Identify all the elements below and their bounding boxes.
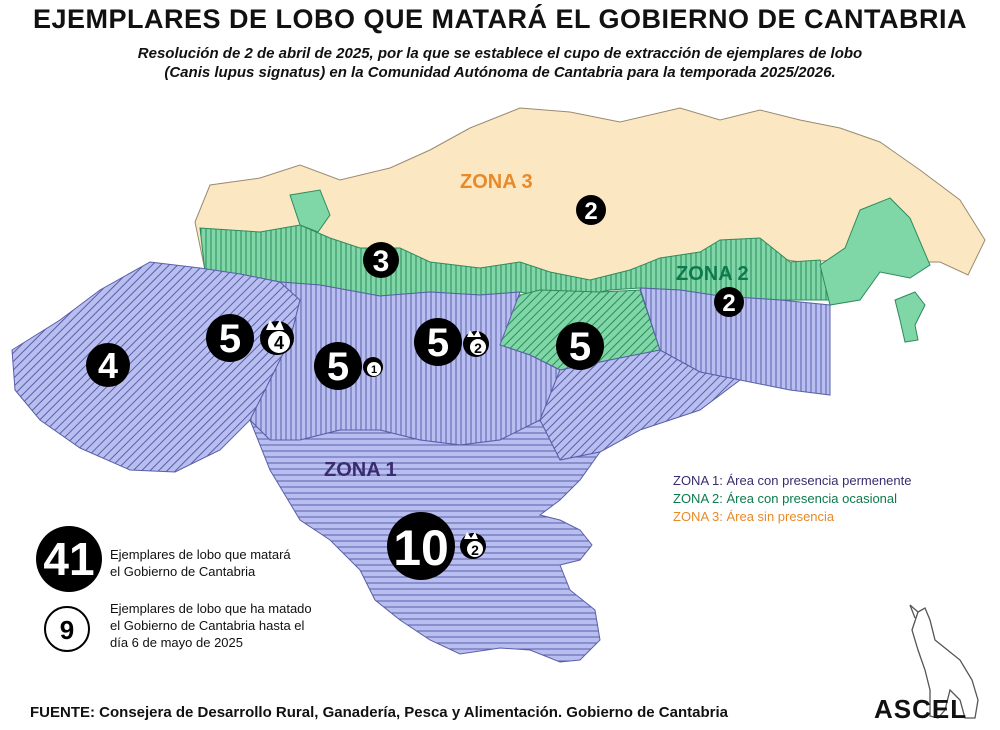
zona2-north xyxy=(289,189,331,233)
zona2-island xyxy=(894,291,926,343)
quota-marker: 5 xyxy=(314,342,362,390)
quota-value: 4 xyxy=(98,345,118,386)
zone-legend-text: Área con presencia permenente xyxy=(726,473,912,488)
quota-value: 3 xyxy=(373,245,390,278)
legend-total-line: el Gobierno de Cantabria xyxy=(110,564,256,579)
subtitle-line-2: (Canis lupus signatus) en la Comunidad A… xyxy=(164,64,836,81)
wolf-silhouette-icon xyxy=(909,604,979,719)
map-title: EJEMPLARES DE LOBO QUE MATARÁ EL GOBIERN… xyxy=(32,4,968,34)
killed-value: 1 xyxy=(371,364,377,376)
zona1-west xyxy=(11,261,301,473)
quota-value: 2 xyxy=(584,198,597,225)
zona1-label: ZONA 1 xyxy=(324,459,397,481)
quota-marker: 5 xyxy=(414,318,462,366)
killed-marker: 1 xyxy=(363,357,383,377)
source-note: FUENTE: Consejera de Desarrollo Rural, G… xyxy=(30,704,728,721)
quota-value: 5 xyxy=(219,317,241,361)
zona2-label: ZONA 2 xyxy=(676,263,749,285)
zone-legend-row-2: ZONA 2: Área con presencia ocasional xyxy=(673,490,912,508)
zona2-east xyxy=(819,197,931,306)
zone-legend-key: ZONA 3: xyxy=(673,509,723,524)
zone-legend-text: Área con presencia ocasional xyxy=(726,491,898,506)
map-subtitle: Resolución de 2 de abril de 2025, por la… xyxy=(20,44,980,82)
ascel-logo: ASCEL xyxy=(874,694,968,724)
wolf-head-icon xyxy=(467,330,481,337)
quota-marker: 2 xyxy=(576,195,606,225)
killed-marker: 4 xyxy=(260,320,294,355)
quota-marker: 10 xyxy=(387,512,455,580)
wolf-head-icon xyxy=(464,532,478,539)
quota-marker: 2 xyxy=(714,287,744,317)
killed-value: 2 xyxy=(474,340,482,356)
quota-value: 5 xyxy=(427,321,449,365)
legend-killed-line: Ejemplares de lobo que ha matado xyxy=(110,601,312,616)
zona3-label: ZONA 3 xyxy=(460,171,533,193)
killed-marker: 2 xyxy=(460,532,486,559)
legend-total-badge: 41 xyxy=(36,526,102,592)
legend-killed-line: día 6 de mayo de 2025 xyxy=(110,635,243,650)
quota-value: 5 xyxy=(327,345,349,389)
legend-killed-text: Ejemplares de lobo que ha matado el Gobi… xyxy=(110,600,312,651)
killed-value: 4 xyxy=(274,333,284,353)
quota-value: 10 xyxy=(393,520,449,576)
quota-marker: 4 xyxy=(86,343,130,387)
quota-marker: 5 xyxy=(206,314,254,362)
legend-total-line: Ejemplares de lobo que matará xyxy=(110,547,291,562)
legend-total-text: Ejemplares de lobo que matará el Gobiern… xyxy=(110,546,291,580)
zone-legend-text: Área sin presencia xyxy=(726,509,835,524)
killed-marker: 2 xyxy=(463,330,489,357)
zone-legend: ZONA 1: Área con presencia permenente ZO… xyxy=(673,472,912,526)
killed-value: 2 xyxy=(471,542,479,558)
zone-legend-key: ZONA 2: xyxy=(673,491,723,506)
subtitle-line-1: Resolución de 2 de abril de 2025, por la… xyxy=(137,45,863,62)
quota-marker: 5 xyxy=(556,322,604,370)
quota-value: 2 xyxy=(722,290,735,317)
zone-legend-row-1: ZONA 1: Área con presencia permenente xyxy=(673,472,912,490)
legend-killed-badge: 9 xyxy=(44,606,90,652)
zone-legend-key: ZONA 1: xyxy=(673,473,723,488)
quota-value: 5 xyxy=(569,325,591,369)
wolf-head-icon xyxy=(266,320,284,330)
legend-killed-line: el Gobierno de Cantabria hasta el xyxy=(110,618,305,633)
quota-marker: 3 xyxy=(363,242,399,278)
zone-legend-row-3: ZONA 3: Área sin presencia xyxy=(673,508,912,526)
legend-killed-value: 9 xyxy=(59,615,75,645)
